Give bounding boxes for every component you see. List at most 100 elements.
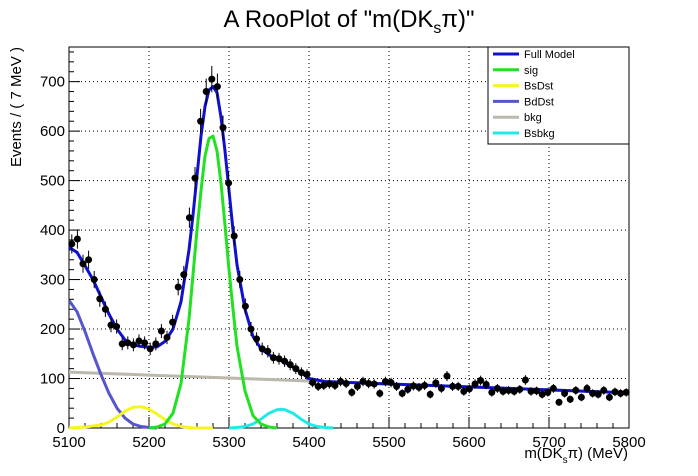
data-point — [286, 361, 294, 369]
data-point — [68, 240, 76, 248]
data-point — [505, 386, 513, 394]
data-point — [527, 387, 535, 395]
data-point — [163, 333, 171, 341]
data-point — [510, 387, 518, 395]
data-point — [393, 382, 401, 390]
data-point — [309, 378, 317, 386]
data-point — [555, 398, 563, 406]
data-point — [370, 380, 378, 388]
data-point — [213, 83, 221, 91]
data-point — [337, 377, 345, 385]
axes: 5100 5200 5300 5400 5500 5600 5700 5800 0 100 200 3… — [40, 51, 646, 451]
data-point — [538, 390, 546, 398]
data-point — [124, 339, 132, 347]
y-tick-label: 100 — [40, 371, 65, 388]
data-point — [549, 384, 557, 392]
data-point — [449, 382, 457, 390]
data-point — [135, 337, 143, 345]
data-point — [169, 318, 177, 326]
data-point — [471, 380, 479, 388]
data-point — [566, 395, 574, 403]
data-point — [292, 365, 300, 373]
x-tick-label: 5200 — [132, 434, 165, 451]
data-point — [544, 388, 552, 396]
legend-box — [487, 46, 630, 145]
data-point — [208, 75, 216, 83]
x-tick-label: 5600 — [452, 434, 485, 451]
legend-label: bkg — [524, 112, 542, 124]
data-point — [185, 214, 193, 222]
data-point — [85, 256, 93, 264]
x-tick-label: 5800 — [612, 434, 645, 451]
data-point — [297, 369, 305, 377]
y-tick-label: 400 — [40, 222, 65, 239]
data-point — [113, 323, 121, 331]
chart-title: A RooPlot of "m(DKsπ)" — [223, 6, 474, 37]
data-point — [101, 305, 109, 313]
data-points — [68, 66, 630, 406]
data-point — [275, 355, 283, 363]
data-point — [381, 377, 389, 385]
data-point — [409, 382, 417, 390]
legend-label: BdDst — [524, 96, 554, 108]
data-point — [482, 380, 490, 388]
data-point — [499, 387, 507, 395]
data-point — [577, 393, 585, 401]
data-point — [533, 387, 541, 395]
data-point — [174, 283, 182, 291]
curve-sig — [148, 134, 278, 430]
data-point — [107, 321, 115, 329]
data-point — [460, 387, 468, 395]
data-point — [225, 179, 233, 187]
y-tick-label: 500 — [40, 173, 65, 190]
data-point — [583, 384, 591, 392]
data-point — [421, 381, 429, 389]
data-point — [398, 389, 406, 397]
data-point — [303, 371, 311, 379]
data-point — [432, 379, 440, 387]
data-point — [73, 235, 81, 243]
data-point — [572, 386, 580, 394]
data-point — [157, 327, 165, 335]
grid-lines — [69, 47, 629, 428]
data-point — [600, 386, 608, 394]
data-point — [247, 325, 255, 333]
legend-label: sig — [524, 65, 538, 77]
data-point — [404, 385, 412, 393]
data-point — [617, 389, 625, 397]
data-point — [611, 388, 619, 396]
y-tick-label: 0 — [57, 420, 65, 437]
data-point — [241, 302, 249, 310]
data-point — [365, 379, 373, 387]
y-axis-title: Events / ( 7 MeV ) — [8, 47, 25, 167]
data-point — [253, 335, 261, 343]
x-tick-label: 5300 — [212, 434, 245, 451]
y-tick-label: 300 — [40, 272, 65, 289]
data-point — [415, 383, 423, 391]
data-point — [180, 271, 188, 279]
data-point — [146, 345, 154, 353]
data-point — [465, 385, 473, 393]
curve-bsdst — [68, 405, 213, 430]
curve-bddst — [67, 299, 158, 430]
data-point — [342, 379, 350, 387]
y-tick-label: 600 — [40, 123, 65, 140]
data-point — [493, 384, 501, 392]
data-point — [488, 388, 496, 396]
legend: Full Model sig BsDst BdDst bkg Bsbkg — [487, 46, 630, 145]
data-point — [129, 341, 137, 349]
data-point — [477, 376, 485, 384]
data-point — [594, 390, 602, 398]
data-point — [426, 390, 434, 398]
data-point — [331, 381, 339, 389]
x-tick-label: 5500 — [372, 434, 405, 451]
data-point — [353, 382, 361, 390]
data-point — [516, 385, 524, 393]
data-point — [96, 295, 104, 303]
data-point — [589, 389, 597, 397]
data-point — [348, 388, 356, 396]
data-point — [454, 382, 462, 390]
data-point — [622, 388, 630, 396]
data-point — [191, 174, 199, 182]
data-point — [236, 276, 244, 284]
